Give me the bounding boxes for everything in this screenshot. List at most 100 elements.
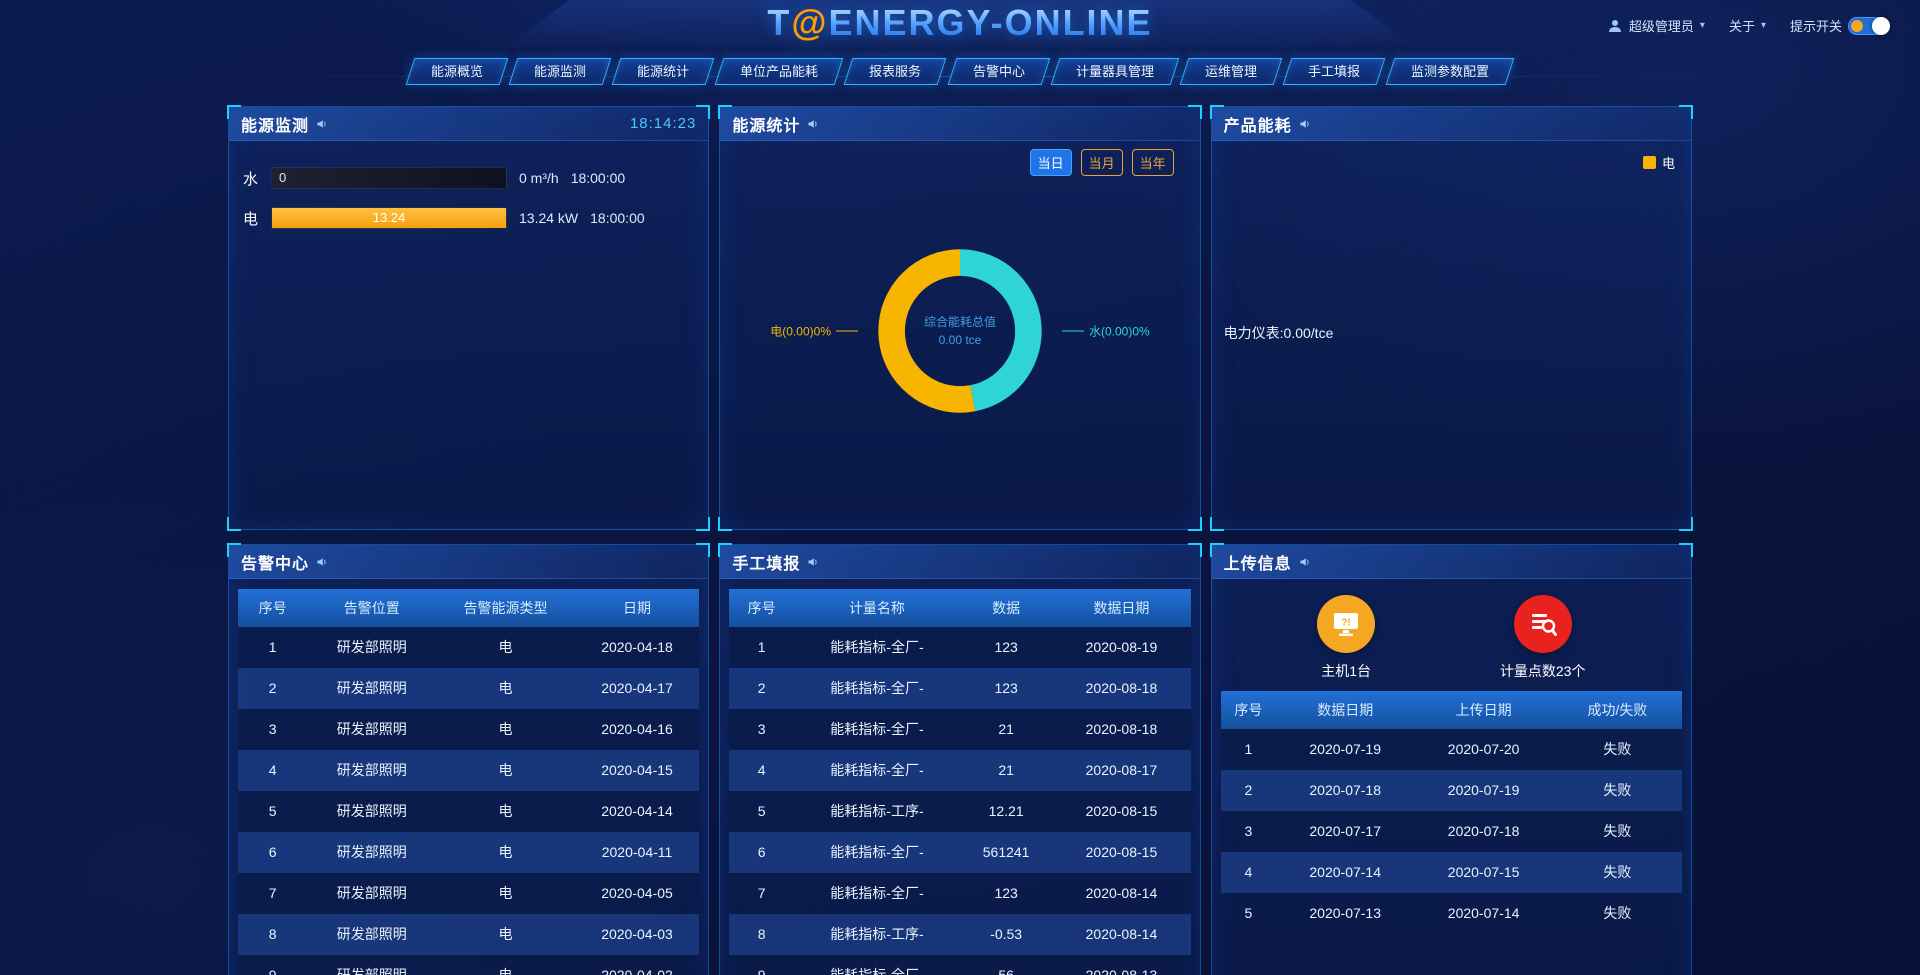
legend-electric[interactable]: 电 [1642,153,1675,172]
upload-table-header: 序号 数据日期 上传日期 成功/失败 [1220,691,1682,729]
speaker-icon [317,557,326,566]
user-menu[interactable]: 超级管理员 ▾ [1607,16,1705,35]
table-row: 8 研发部照明 电 2020-04-03 [238,914,700,955]
cell-status: 失败 [1603,905,1632,921]
gauge-electric: 电 13.24 13.24 kW 18:00:00 [243,207,694,229]
nav-item[interactable]: 运维管理 [1179,58,1282,85]
meter-points-stat: 计量点数23个 [1500,595,1585,681]
host-count-label: 主机1台 [1321,663,1372,679]
gauge-list: 水 0 0 m³/h 18:00:00 电 13.24 13.24 kW 18:00… [229,141,708,273]
table-row: 1 研发部照明 电 2020-04-18 [238,627,700,668]
cell-meter-name: 能耗指标-工序- [830,803,924,819]
table-row: 7 研发部照明 电 2020-04-05 [238,873,700,914]
cell-location: 研发部照明 [336,803,407,819]
legend-label: 电 [1661,156,1675,171]
table-row: 6 研发部照明 电 2020-04-11 [238,832,700,873]
panel-head-energy-stats: 能源统计 [720,107,1200,141]
upload-stats: ?! 主机1台 [1255,595,1648,681]
callout-line [1061,330,1084,332]
electric-time: 18:00:00 [590,210,645,226]
nav-item[interactable]: 能源概览 [406,58,509,85]
panel-title: 上传信息 [1223,555,1292,573]
tab-month[interactable]: 当月 [1080,149,1123,176]
alarm-table: 序号 告警位置 告警能源类型 日期 1 研发部照明 电 2020-04-18 [238,589,700,975]
nav-item-label: 运维管理 [1204,64,1257,79]
nav-item[interactable]: 监测参数配置 [1385,58,1514,85]
cell-meter-name: 能耗指标-全厂- [830,885,924,901]
cell-energy-type: 电 [498,803,513,819]
cell-data-date: 2020-07-18 [1309,782,1382,798]
panel-title: 能源统计 [732,117,801,135]
panel-alarm-center: 告警中心 序号 告警位置 告警能源类型 日期 1 研发部照明 [227,543,711,975]
tip-toggle[interactable] [1848,16,1890,35]
cell-date: 2020-04-02 [601,967,673,975]
nav-item[interactable]: 能源统计 [612,58,715,85]
table-row: 1 2020-07-19 2020-07-20 失败 [1220,729,1682,770]
electric-bar-fill: 13.24 [272,208,506,228]
col-header: 数据日期 [1093,600,1150,616]
water-bar: 0 [271,167,507,189]
product-chart-area: 电 电力仪表:0.00/tce [1212,141,1691,529]
chevron-down-icon: ▾ [1760,20,1766,31]
gauge-water: 水 0 0 m³/h 18:00:00 [243,167,694,189]
nav-item[interactable]: 手工填报 [1282,58,1385,85]
upload-table-body: 1 2020-07-19 2020-07-20 失败 2 2020-07-18 … [1220,729,1682,934]
toggle-knob [1872,16,1890,35]
cell-value: 21 [998,721,1014,737]
donut-center-text: 综合能耗总值 0.00 tce [924,313,996,349]
cell-date: 2020-08-14 [1085,885,1158,901]
app-title-at: @ [791,2,829,43]
cell-no: 1 [268,639,277,655]
col-header: 数据 [992,600,1021,616]
tab-year[interactable]: 当年 [1131,149,1174,176]
nav-item-label: 能源统计 [637,64,690,79]
cell-energy-type: 电 [498,721,513,737]
table-row: 3 研发部照明 电 2020-04-16 [238,709,700,750]
manual-table-body: 1 能耗指标-全厂- 123 2020-08-19 2 能耗指标-全厂- 123… [729,627,1191,975]
cell-date: 2020-08-15 [1085,844,1158,860]
nav-item-label: 监测参数配置 [1410,64,1489,79]
table-row: 2 研发部照明 电 2020-04-17 [238,668,700,709]
cell-date: 2020-04-18 [601,639,673,655]
panel-clock: 18:14:23 [629,115,697,132]
panel-manual-report: 手工填报 序号 计量名称 数据 数据日期 1 能耗指标-全厂- [718,543,1202,975]
nav-item[interactable]: 计量器具管理 [1050,58,1179,85]
panel-head-energy-monitor: 能源监测 18:14:23 [229,107,709,141]
nav-item[interactable]: 告警中心 [947,58,1050,85]
donut-segment-electric [878,249,1042,413]
cell-status: 失败 [1603,782,1632,798]
cell-energy-type: 电 [498,844,513,860]
col-header: 序号 [258,600,287,616]
panel-product-energy: 产品能耗 电 电力仪表:0.00/tce [1209,105,1693,531]
cell-date: 2020-08-14 [1085,926,1158,942]
nav-item-label: 能源监测 [534,64,587,79]
table-row: 9 能耗指标-全厂- 56 2020-08-13 [729,955,1191,975]
cell-no: 2 [1244,782,1253,798]
cell-no: 4 [1244,864,1253,880]
cell-no: 3 [1244,823,1253,839]
donut-label-electric-text: 电(0.00)0% [770,324,831,339]
panel-energy-stats: 能源统计 当日 当月 当年 综合能耗总值 0.00 [718,105,1202,531]
panel-head-upload-info: 上传信息 [1211,545,1691,579]
tab-today[interactable]: 当日 [1029,149,1072,176]
nav-item[interactable]: 能源监测 [509,58,612,85]
cell-upload-date: 2020-07-18 [1447,823,1520,839]
gauge-reading: 13.24 kW 18:00:00 [519,210,645,226]
nav-item-label: 单位产品能耗 [740,64,819,79]
nav-item[interactable]: 报表服务 [844,58,947,85]
cell-no: 3 [268,721,277,737]
user-name: 超级管理员 [1628,19,1694,34]
cell-value: 123 [994,885,1018,901]
tip-switch-group: 提示开关 [1790,16,1890,35]
cell-energy-type: 电 [498,885,513,901]
cell-no: 7 [757,885,766,901]
cell-location: 研发部照明 [336,639,407,655]
cell-location: 研发部照明 [336,926,407,942]
energy-donut-chart: 综合能耗总值 0.00 tce 电(0.00)0% 水(0.00)0% [746,176,1173,486]
about-menu[interactable]: 关于 ▾ [1729,16,1766,35]
cell-date: 2020-08-18 [1085,680,1158,696]
nav-item[interactable]: 单位产品能耗 [715,58,844,85]
cell-location: 研发部照明 [336,844,407,860]
panel-upload-info: 上传信息 ?! 主机1台 [1209,543,1693,975]
